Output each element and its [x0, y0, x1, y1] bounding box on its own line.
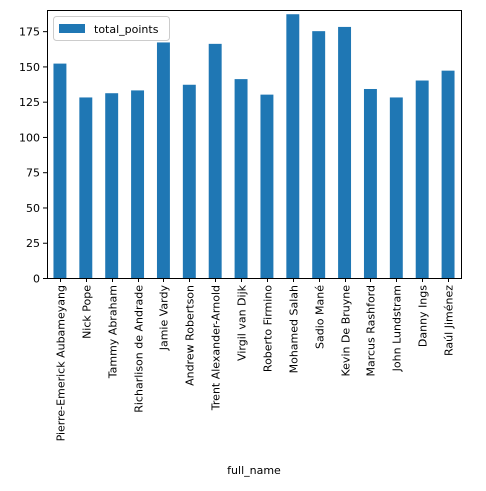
bar [105, 93, 119, 278]
bar [286, 14, 300, 279]
x-tick-label: Danny Ings [417, 285, 430, 347]
bar [312, 31, 326, 278]
bar [441, 70, 455, 278]
bar [338, 26, 352, 278]
legend-swatch [59, 24, 85, 33]
x-tick-label: Virgil van Dijk [236, 284, 249, 361]
y-tick-label: 125 [19, 96, 40, 109]
x-tick-label: Sadio Mané [314, 285, 327, 349]
x-tick-label: Pierre-Emerick Aubameyang [55, 285, 68, 441]
x-tick-label: Tammy Abraham [107, 285, 120, 379]
y-axis: 0 25 50 75 100 125 150 175 [19, 26, 47, 286]
x-tick-label: John Lundstram [391, 285, 404, 372]
bar [156, 42, 170, 278]
bar [260, 94, 274, 278]
x-tick-label: Nick Pope [81, 285, 94, 339]
x-axis: Pierre-Emerick Aubameyang Nick Pope Tammy … [55, 278, 456, 441]
bar [389, 97, 403, 278]
x-tick-label: Jamie Vardy [158, 285, 171, 352]
legend-box [53, 16, 170, 41]
y-tick-label: 150 [19, 61, 40, 74]
y-tick-label: 100 [19, 131, 40, 144]
bar [415, 80, 429, 279]
bars-layer [53, 14, 455, 279]
y-tick-label: 50 [26, 202, 40, 215]
bar [208, 43, 222, 278]
bar [53, 63, 67, 278]
legend: total_points [53, 16, 170, 41]
x-tick-label: Roberto Firmino [262, 285, 275, 372]
x-tick-label: Raúl Jiménez [443, 285, 456, 356]
bar [79, 97, 93, 278]
plot-frame [47, 10, 462, 279]
x-tick-label: Marcus Rashford [365, 285, 378, 377]
x-tick-label: Kevin De Bruyne [340, 285, 353, 377]
bar [131, 90, 145, 279]
x-tick-label: Richarlison de Andrade [133, 285, 146, 413]
x-axis-label: full_name [227, 464, 281, 477]
y-tick-label: 25 [26, 237, 40, 250]
bar [182, 84, 196, 278]
x-tick-label: Trent Alexander-Arnold [210, 285, 223, 411]
legend-label: total_points [94, 23, 159, 36]
x-tick-label: Andrew Robertson [184, 285, 197, 386]
y-tick-label: 75 [26, 167, 40, 180]
x-tick-label: Mohamed Salah [288, 285, 301, 373]
y-tick-label: 175 [19, 26, 40, 39]
bar [234, 79, 248, 279]
bar [363, 88, 377, 278]
y-tick-label: 0 [33, 273, 40, 286]
